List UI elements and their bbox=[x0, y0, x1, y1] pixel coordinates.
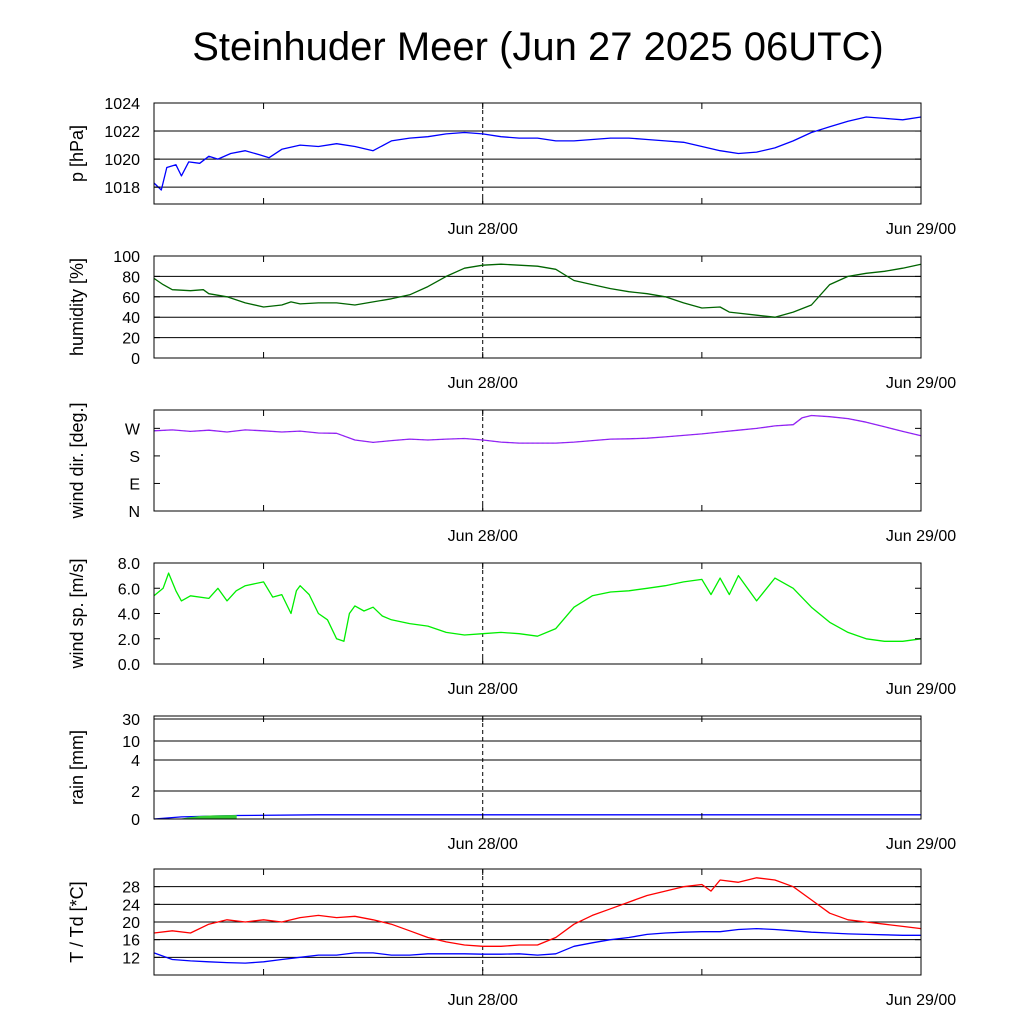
y-tick-label: 20 bbox=[122, 331, 140, 348]
humidity-panel: 0 20 40 60 80 100 Jun 28/00 Jun 29/00 humidity [… bbox=[67, 249, 956, 392]
y-tick-label: 60 bbox=[122, 290, 140, 307]
plot-frame bbox=[153, 409, 922, 512]
y-tick-label: S bbox=[129, 449, 140, 466]
y-axis-label: rain [mm] bbox=[67, 730, 87, 805]
y-tick-label: 2 bbox=[131, 784, 140, 801]
y-tick-label: W bbox=[125, 421, 141, 438]
rain-panel: 0 2 4 10 30 Jun 28/00 Jun 29/00 rain [mm] bbox=[67, 712, 956, 853]
x-tick-label: Jun 29/00 bbox=[886, 221, 956, 238]
y-tick-label: 1018 bbox=[104, 180, 140, 197]
plot-frame bbox=[153, 562, 922, 665]
x-tick-label: Jun 28/00 bbox=[448, 836, 518, 853]
y-tick-label: 4 bbox=[131, 753, 140, 770]
pressure-line bbox=[153, 116, 922, 191]
y-tick-label: 20 bbox=[122, 915, 140, 932]
plot-frame bbox=[153, 255, 922, 359]
y-tick-label: 10 bbox=[122, 734, 140, 751]
chart-title: Steinhuder Meer (Jun 27 2025 06UTC) bbox=[192, 25, 883, 69]
dewpoint-line bbox=[153, 927, 921, 964]
temperature-line bbox=[153, 877, 922, 947]
wind-dir-overlay-line bbox=[153, 415, 922, 444]
x-tick-label: Jun 29/00 bbox=[886, 992, 956, 1009]
y-axis-label: humidity [%] bbox=[67, 258, 87, 356]
y-axis-label: p [hPa] bbox=[67, 125, 87, 182]
rain_fill-area bbox=[181, 814, 237, 820]
plot-frame bbox=[153, 102, 922, 205]
y-axis-label: wind sp. [m/s] bbox=[67, 558, 87, 669]
y-tick-label: 16 bbox=[122, 933, 140, 950]
y-tick-label: 1024 bbox=[104, 96, 140, 113]
y-tick-label: 24 bbox=[122, 897, 140, 914]
x-tick-label: Jun 28/00 bbox=[448, 528, 518, 545]
y-tick-label: E bbox=[129, 476, 140, 493]
rain-accum-line bbox=[153, 814, 921, 820]
y-tick-label: 100 bbox=[113, 249, 140, 266]
wind-speed-line bbox=[153, 572, 922, 642]
x-tick-label: Jun 29/00 bbox=[886, 681, 956, 698]
y-axis-label: T / Td [*C] bbox=[67, 881, 87, 962]
y-tick-label: 1022 bbox=[104, 124, 140, 141]
y-tick-label: 28 bbox=[122, 880, 140, 897]
y-tick-label: 4.0 bbox=[118, 607, 140, 624]
y-tick-label: 0.0 bbox=[118, 657, 140, 674]
y-tick-label: 2.0 bbox=[118, 632, 140, 649]
wind-speed-panel: 0.0 2.0 4.0 6.0 8.0 Jun 28/00 Jun 29/00 wind sp… bbox=[67, 556, 956, 698]
y-tick-label: 6.0 bbox=[118, 581, 140, 598]
y-tick-label: 30 bbox=[122, 712, 140, 729]
y-tick-label: 0 bbox=[131, 812, 140, 829]
y-tick-label: 8.0 bbox=[118, 556, 140, 573]
y-tick-label: N bbox=[128, 504, 140, 521]
y-tick-label: 0 bbox=[131, 351, 140, 368]
plot-frame bbox=[153, 715, 922, 820]
y-tick-label: 40 bbox=[122, 310, 140, 327]
y-tick-label: 80 bbox=[122, 269, 140, 286]
humidity-line bbox=[153, 263, 922, 318]
x-tick-label: Jun 29/00 bbox=[886, 528, 956, 545]
y-axis-label: wind dir. [deg.] bbox=[67, 402, 87, 519]
y-tick-label: 12 bbox=[122, 950, 140, 967]
x-tick-label: Jun 28/00 bbox=[448, 681, 518, 698]
x-tick-label: Jun 28/00 bbox=[448, 221, 518, 238]
wind-dir-line bbox=[153, 414, 922, 444]
x-tick-label: Jun 29/00 bbox=[886, 836, 956, 853]
y-tick-label: 1020 bbox=[104, 152, 140, 169]
x-tick-label: Jun 29/00 bbox=[886, 375, 956, 392]
pressure-panel: 1018 1020 1022 1024 Jun 28/00 Jun 29/00 p [hPa… bbox=[67, 96, 956, 238]
x-tick-label: Jun 28/00 bbox=[448, 375, 518, 392]
x-tick-label: Jun 28/00 bbox=[448, 992, 518, 1009]
